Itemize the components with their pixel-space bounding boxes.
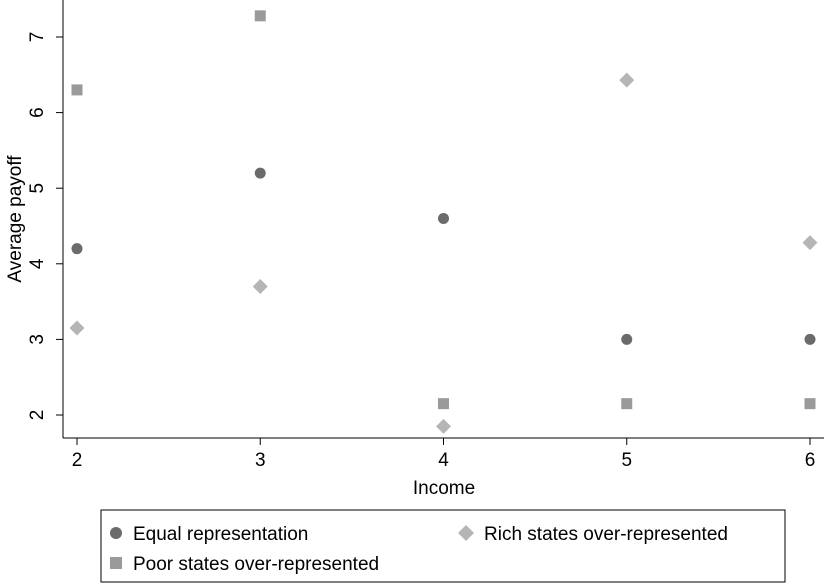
plot-area: 2 3 4 5 6 2 3 4 5 6 7 [27,0,824,471]
legend-marker-poor-states [110,557,122,569]
y-tick-label: 5 [27,183,48,194]
x-ticks: 2 3 4 5 6 [72,438,816,471]
point-poor-states-over-represented [805,398,816,409]
y-ticks: 2 3 4 5 6 7 [27,32,63,421]
legend-label-equal-representation: Equal representation [133,524,308,545]
y-axis-title: Average payoff [5,155,26,283]
y-tick-label: 2 [27,410,48,421]
point-equal-representation [255,168,266,179]
legend: Equal representation Rich states over-re… [101,510,785,582]
point-poor-states-over-represented [621,398,632,409]
point-equal-representation [621,334,632,345]
point-equal-representation [805,334,816,345]
y-tick-label: 3 [27,334,48,345]
point-equal-representation [438,213,449,224]
y-tick-label: 7 [27,32,48,43]
x-tick-label: 6 [805,450,816,471]
point-equal-representation [72,243,83,254]
legend-label-rich-states: Rich states over-represented [484,524,728,545]
x-tick-label: 5 [621,450,632,471]
legend-marker-equal-representation [110,527,122,539]
legend-label-poor-states: Poor states over-represented [133,554,379,575]
point-poor-states-over-represented [72,84,83,95]
y-tick-label: 4 [27,258,48,269]
x-tick-label: 2 [72,450,83,471]
point-poor-states-over-represented [438,398,449,409]
x-tick-label: 3 [255,450,266,471]
x-axis-title: Income [413,478,475,499]
x-tick-label: 4 [438,450,449,471]
point-poor-states-over-represented [255,10,266,21]
y-tick-label: 6 [27,107,48,118]
